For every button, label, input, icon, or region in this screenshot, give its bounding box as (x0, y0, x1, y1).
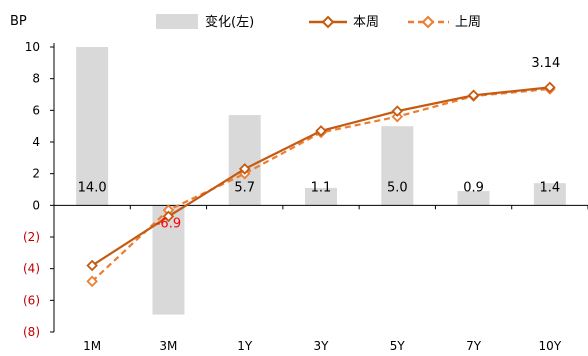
x-axis-ticks: 1M 3M 1Y 3Y 5Y 7Y 10Y (83, 339, 562, 353)
legend-this-week-marker (321, 15, 335, 29)
bar-value-label-7Y: 0.9 (463, 180, 484, 195)
point-本周-3Y (315, 125, 327, 137)
y-tick-label: 8 (32, 72, 40, 86)
x-tick-label: 1Y (237, 339, 253, 353)
x-tick-label: 1M (83, 339, 101, 353)
point-本周-1M (86, 259, 98, 272)
point-本周-1Y (238, 163, 251, 175)
legend-last-week-label: 上周 (455, 15, 481, 30)
x-tick-label: 3M (159, 339, 177, 353)
axes (50, 43, 588, 333)
bar-1Y (228, 115, 261, 206)
bar-value-label-10Y: 1.4 (540, 180, 561, 195)
bar-10Y (533, 183, 566, 206)
point-本周-10Y (544, 81, 556, 94)
y-tick-label: 10 (25, 40, 40, 54)
bars (76, 47, 566, 315)
y-axis-ticks: 10 8 6 4 2 0 (2) (4) (6) (8) (23, 40, 40, 339)
y-tick-label: (2) (23, 230, 40, 244)
legend-this-week-label: 本周 (353, 15, 379, 30)
point-上周-1M (86, 275, 98, 288)
series-lines (86, 81, 556, 288)
legend-bar-swatch (156, 14, 198, 29)
point-本周-3M (162, 210, 175, 223)
y-tick-label: 0 (32, 198, 40, 212)
bar-labels: 14.0 -6.9 5.7 1.1 5.0 0.9 1.4 (78, 180, 561, 231)
x-tick-label: 5Y (390, 339, 406, 353)
y-axis-label: BP (10, 14, 27, 29)
point-本周-5Y (391, 105, 404, 117)
annotations: 3.14 (531, 56, 560, 71)
y-tick-label: 4 (32, 135, 40, 149)
legend: 变化(左) 本周 上周 (156, 14, 481, 30)
legend-last-week-marker (421, 15, 435, 29)
point-本周-7Y (467, 89, 480, 102)
bar-value-label-3Y: 1.1 (311, 180, 332, 195)
y-tick-label: 6 (32, 103, 40, 117)
x-tick-label: 10Y (539, 339, 562, 353)
bar-1M (76, 47, 109, 206)
legend-bar-label: 变化(左) (205, 14, 254, 30)
annotation-label: 3.14 (531, 56, 560, 71)
x-tick-label: 7Y (466, 339, 482, 353)
bar-7Y (457, 191, 490, 206)
y-tick-label: 2 (32, 167, 40, 181)
y-tick-label: (4) (23, 262, 40, 276)
bar-value-label-1Y: 5.7 (234, 180, 255, 195)
bar-value-label-5Y: 5.0 (387, 180, 408, 195)
bar-value-label-1M: 14.0 (78, 180, 107, 195)
bar-5Y (381, 126, 414, 206)
bar-3Y (305, 187, 337, 206)
x-tick-label: 3Y (314, 339, 330, 353)
bar-value-label-3M: -6.9 (156, 216, 181, 231)
y-tick-label: (6) (23, 293, 40, 307)
y-tick-label: (8) (23, 325, 40, 339)
